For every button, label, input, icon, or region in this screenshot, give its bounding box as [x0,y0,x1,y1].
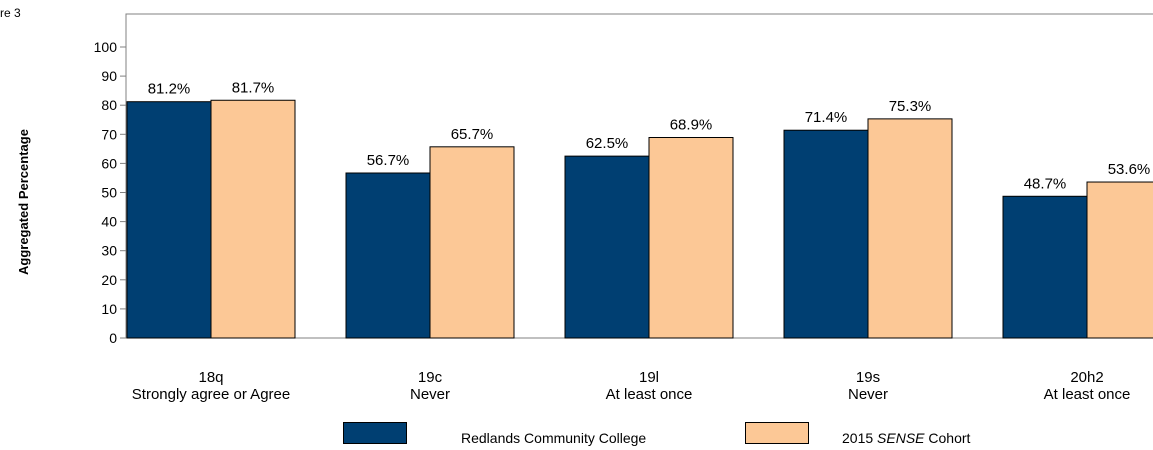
legend-swatch-sense-cohort [745,422,809,444]
bar-value-label: 81.7% [232,79,275,96]
bar-chart: 0 10 20 30 40 50 60 70 80 90 100 81.2% 81.7% 18qStron… [94,13,1153,403]
bar [1086,181,1153,339]
x-tick-label-response: Strongly agree or Agree [132,386,290,403]
x-tick-label-response: Never [410,386,450,403]
x-tick-label-code: 19c [418,369,443,386]
figure-label: re 3 [0,6,21,20]
bar-value-label: 65.7% [451,126,494,143]
legend-swatch-redlands [343,422,407,444]
bar-value-label: 68.9% [670,117,713,134]
y-tick-label: 20 [101,272,117,288]
bar [1002,195,1088,339]
y-tick-label: 30 [101,243,117,259]
bar-value-label: 48.7% [1024,175,1067,192]
bar [783,129,869,339]
bar [345,172,431,339]
x-tick-label-response: Never [848,386,888,403]
x-tick-label-code: 19l [639,369,659,386]
bar-value-label: 53.6% [1108,161,1151,178]
y-tick-label: 10 [101,301,117,317]
bar [867,118,953,339]
x-tick-label-code: 19s [856,369,880,386]
y-tick-label: 40 [101,214,117,230]
x-tick-label-code: 18q [198,369,223,386]
y-tick-label: 60 [101,155,117,171]
x-tick-label-code: 20h2 [1070,369,1103,386]
y-tick-label: 80 [101,97,117,113]
y-tick-label: 50 [101,185,117,201]
y-tick-label: 0 [109,330,117,346]
legend-label-redlands: Redlands Community College [461,430,647,446]
legend-label-sense-cohort: 2015 SENSE Cohort [842,430,971,446]
y-tick-label: 70 [101,126,117,142]
bar-value-label: 56.7% [367,152,410,169]
bar [429,146,515,339]
bar [564,155,650,339]
bar-value-label: 81.2% [148,81,191,98]
bar-value-label: 62.5% [586,135,629,152]
bar [210,99,296,339]
bar [648,137,734,339]
bar-value-label: 75.3% [889,98,932,115]
x-tick-label-response: At least once [606,386,693,403]
x-tick-label-response: At least once [1044,386,1131,403]
bar-value-label: 71.4% [805,109,848,126]
bar [126,101,212,339]
y-tick-label: 90 [101,68,117,84]
y-tick-label: 100 [94,39,118,55]
